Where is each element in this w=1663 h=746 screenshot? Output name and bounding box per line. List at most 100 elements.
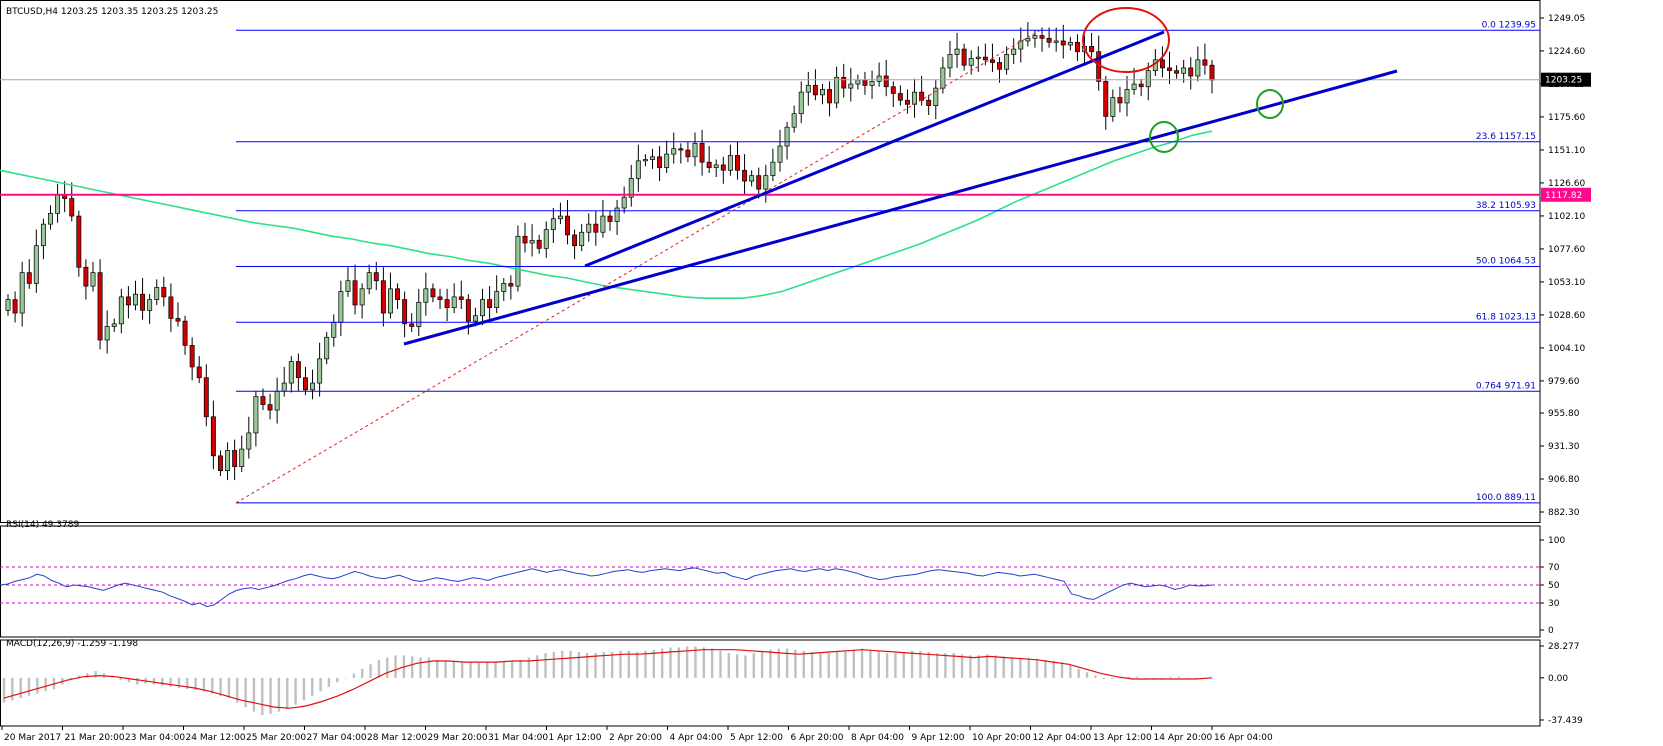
macd-hist-bar: [752, 653, 755, 678]
candle-up: [848, 83, 854, 89]
candle-up: [586, 223, 592, 233]
macd-hist-bar: [252, 677, 256, 712]
macd-hist-bar: [677, 647, 681, 678]
macd-hist-bar: [36, 677, 39, 694]
rsi-tick-label: 30: [1548, 599, 1560, 609]
macd-hist-bar: [1127, 676, 1130, 678]
candle-down: [76, 215, 82, 268]
macd-hist-bar: [344, 677, 347, 679]
resistance-tag: [1541, 187, 1591, 202]
candle-down: [487, 299, 493, 309]
macd-hist-bar: [236, 677, 239, 703]
macd-hist-bar: [1077, 668, 1080, 678]
macd-hist-bar: [669, 647, 672, 678]
candle-up: [855, 79, 861, 85]
candle-down: [302, 377, 308, 391]
candle-down: [196, 366, 202, 379]
time-tick-label: 16 Apr 04:00: [1214, 733, 1273, 743]
candle-up: [692, 142, 698, 158]
candle-down: [841, 76, 847, 89]
macd-hist-bar: [477, 663, 481, 678]
fib-label: 50.0 1064.53: [1476, 257, 1536, 267]
candle-down: [735, 155, 740, 171]
macd-hist-bar: [1060, 662, 1064, 678]
candle-down: [1039, 35, 1045, 39]
candle-down: [83, 266, 89, 287]
time-axis: 20 Mar 2017 21 Mar 20:00 23 Mar 04:00 24 Ma…: [1, 726, 1273, 743]
candle-up: [749, 175, 755, 182]
candle-up: [253, 396, 259, 434]
macd-hist-bar: [444, 660, 447, 678]
candle-down: [267, 404, 273, 411]
candle-down: [161, 287, 167, 298]
macd-hist-bar: [494, 662, 497, 678]
rsi-tick-label: 50: [1548, 581, 1560, 591]
time-tick-label: 20 Mar 2017: [4, 733, 61, 743]
macd-hist-bar: [977, 655, 980, 678]
macd-hist-bar: [352, 673, 356, 678]
macd-hist-bar: [710, 648, 714, 678]
candle-down: [168, 296, 174, 319]
macd-hist-bar: [436, 659, 439, 678]
macd-hist-bar: [1177, 676, 1180, 678]
candle-down: [189, 345, 195, 368]
macd-hist-bar: [602, 651, 606, 678]
macd-hist-bar: [719, 650, 722, 678]
macd-hist-bar: [227, 677, 231, 699]
macd-hist-bar: [219, 677, 222, 696]
candle-up: [820, 89, 825, 96]
candle-down: [982, 56, 988, 61]
candle-up: [777, 145, 783, 163]
macd-hist-bar: [844, 650, 847, 678]
macd-hist-bar: [502, 662, 506, 678]
macd-hist-bar: [136, 677, 139, 685]
price-axis: 1249.051224.601200.151175.601151.101126.…: [1540, 14, 1591, 726]
macd-hist-bar: [486, 662, 489, 678]
candle-up: [317, 358, 323, 384]
candle-down: [430, 288, 436, 298]
candle-down: [125, 296, 131, 306]
candle-up: [274, 390, 280, 411]
macd-hist-bar: [885, 653, 889, 678]
macd-tick-label: 0.00: [1548, 674, 1568, 684]
candles: [5, 22, 1215, 481]
candle-up: [664, 153, 670, 168]
macd-hist-bar: [177, 677, 181, 688]
macd-hist-bar: [452, 660, 456, 678]
macd-hist-bar: [161, 677, 164, 686]
candle-down: [437, 296, 443, 300]
candle-down: [295, 361, 301, 379]
macd-hist-bar: [336, 677, 339, 683]
candle-up: [310, 382, 316, 391]
candle-up: [642, 159, 648, 162]
macd-hist-bar: [44, 677, 47, 692]
candle-down: [572, 234, 578, 247]
candle-down: [465, 299, 471, 322]
macd-hist-bar: [386, 657, 389, 678]
annotations: [235, 7, 1398, 504]
macd-hist-bar: [927, 651, 930, 678]
candle-down: [904, 99, 910, 105]
candle-down: [69, 198, 75, 217]
candle-up: [1195, 59, 1201, 77]
candle-up: [324, 336, 330, 360]
price-panel: 0.0 1239.95 23.6 1157.15 38.2 1105.93 50.0 …: [0, 20, 1540, 504]
macd-hist-bar: [619, 650, 622, 678]
candle-up: [416, 301, 422, 327]
macd-hist-bar: [327, 677, 331, 687]
time-tick-label: 4 Apr 04:00: [670, 733, 723, 743]
candle-up: [1053, 40, 1059, 43]
candle-up: [912, 91, 918, 105]
macd-hist-bar: [361, 668, 364, 678]
macd-hist-bar: [910, 650, 914, 678]
candle-up: [48, 213, 53, 225]
candle-down: [812, 85, 818, 96]
macd-hist-bar: [394, 655, 397, 678]
macd-hist-bar: [985, 654, 989, 678]
macd-hist-bar: [877, 650, 880, 678]
candle-up: [876, 75, 882, 82]
price-tick-label: 955.80: [1548, 409, 1580, 419]
macd-hist-bar: [294, 677, 297, 705]
macd-hist-bar: [794, 649, 797, 678]
